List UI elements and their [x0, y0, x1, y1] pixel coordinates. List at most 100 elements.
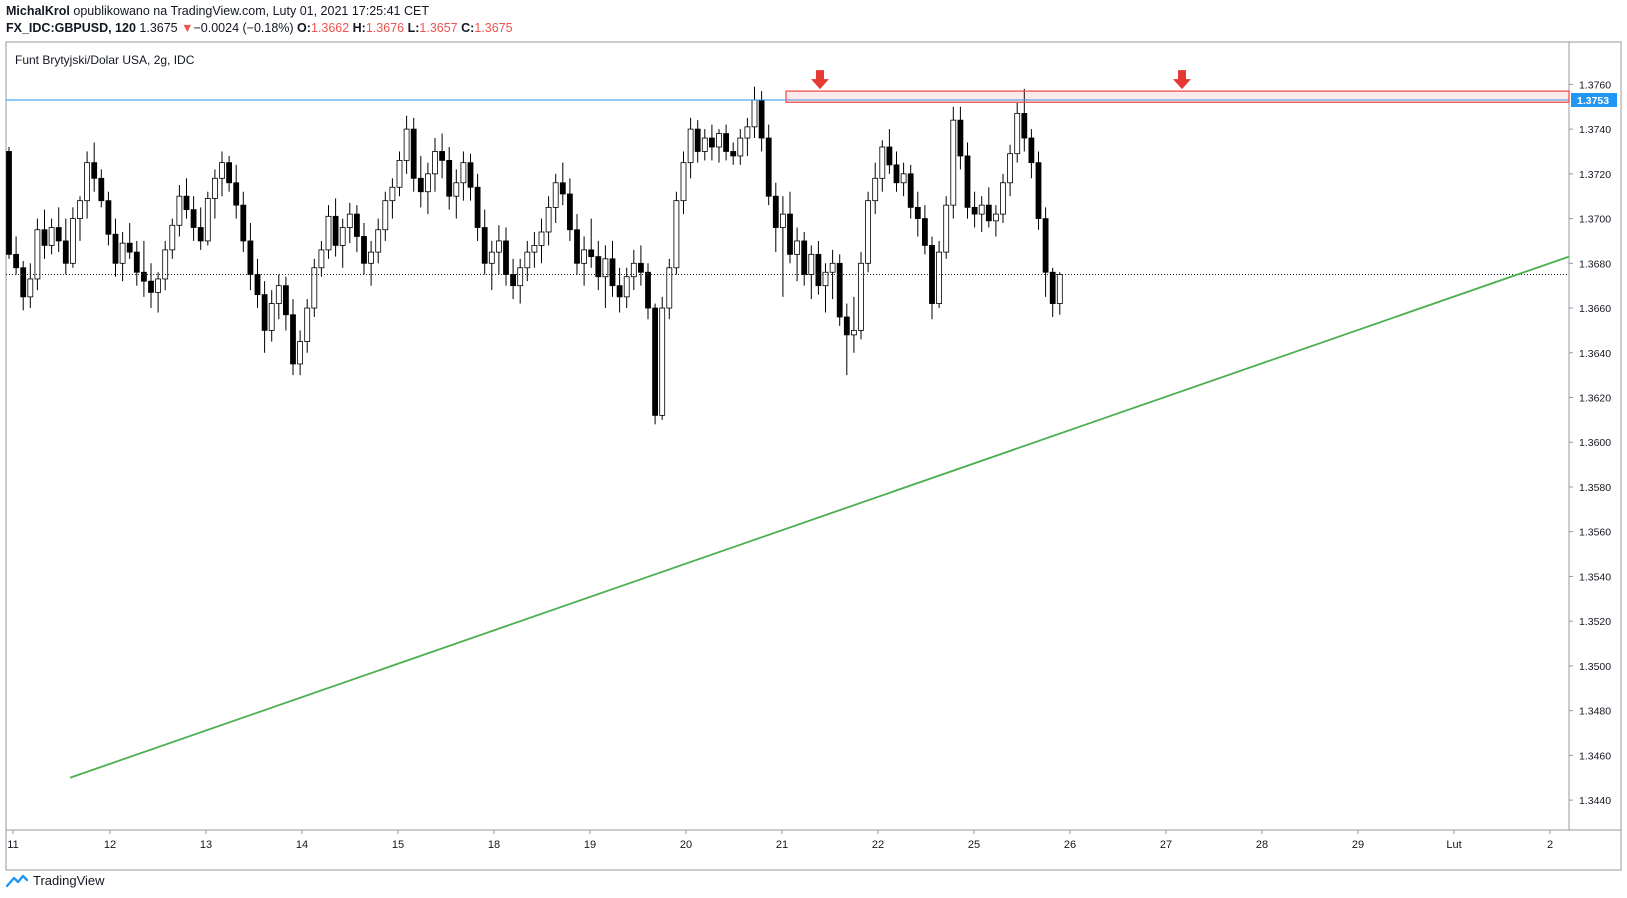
- candle-body: [382, 200, 389, 231]
- candle-body: [77, 200, 83, 219]
- candle-body: [41, 229, 48, 246]
- candle-body: [162, 249, 169, 280]
- candle-body: [985, 204, 992, 222]
- candle-body: [538, 231, 545, 246]
- footer-brand-text: TradingView: [33, 873, 105, 888]
- candle-body: [339, 227, 346, 246]
- chart-frame: [5, 41, 1622, 871]
- candle-body: [432, 151, 438, 175]
- footer-brand[interactable]: TradingView: [6, 873, 105, 888]
- candle-body: [254, 274, 261, 296]
- candle-body: [417, 177, 424, 193]
- candle-body: [261, 294, 268, 331]
- candle-body: [190, 209, 197, 228]
- candle-body: [410, 128, 417, 179]
- candle-body: [936, 251, 942, 304]
- drawings-layer: [6, 70, 1570, 779]
- candle-body: [744, 126, 751, 139]
- candle-body: [361, 236, 367, 264]
- candle-body: [474, 186, 481, 228]
- candle-body: [439, 151, 446, 161]
- candle-body: [822, 271, 829, 287]
- candle-body: [247, 240, 254, 275]
- candle-body: [1014, 113, 1021, 155]
- time-tick-label: 27: [1160, 839, 1172, 851]
- candle-body: [559, 182, 566, 195]
- candle-body: [680, 162, 687, 202]
- candle-body: [843, 316, 850, 336]
- close-value: 1.3675: [474, 21, 513, 35]
- candle-body: [751, 99, 758, 128]
- candle-body: [34, 229, 41, 280]
- candle-body: [851, 330, 857, 336]
- candle-body: [119, 242, 126, 264]
- candle-body: [1056, 274, 1063, 304]
- time-axis[interactable]: 11 12 13 14 15 18 19 20 21 22 25 26 27 28 29 Lut 2: [7, 830, 1553, 851]
- candle-body: [595, 256, 602, 278]
- candle-body: [602, 258, 609, 278]
- candle-body: [275, 285, 282, 304]
- candle-body: [332, 215, 339, 246]
- candle-body: [964, 155, 971, 208]
- candle-body: [6, 151, 12, 255]
- candle-body: [304, 307, 311, 342]
- price-change: −0.0024 (−0.18%): [193, 21, 294, 35]
- candle-body: [652, 307, 658, 416]
- candle-body: [524, 251, 531, 269]
- candle-body: [723, 133, 729, 152]
- candle-body: [943, 204, 950, 253]
- candle-body: [1021, 113, 1028, 139]
- candle-body: [375, 229, 382, 253]
- candle-body: [737, 137, 744, 157]
- candle-body: [787, 213, 793, 255]
- time-tick-label: 12: [104, 839, 116, 851]
- candle-body: [318, 249, 325, 269]
- candle-body: [907, 173, 914, 208]
- candle-body: [794, 240, 800, 255]
- candle-body: [872, 177, 879, 202]
- candle-body: [893, 164, 900, 184]
- candle-body: [396, 160, 403, 188]
- price-tick-label: 1.3760: [1579, 79, 1611, 91]
- tradingview-logo-icon: [6, 874, 28, 887]
- candle-body: [950, 119, 957, 206]
- candle-body: [197, 227, 204, 242]
- candle-body: [467, 162, 474, 188]
- time-tick-label: 26: [1064, 839, 1076, 851]
- price-tick-label: 1.3680: [1579, 258, 1611, 270]
- candle-body: [204, 198, 211, 242]
- price-tick-label: 1.3560: [1579, 527, 1611, 539]
- candle-body: [531, 245, 538, 253]
- author-name[interactable]: MichalKrol: [6, 4, 70, 18]
- candle-body: [1035, 162, 1042, 219]
- price-badge: [1571, 93, 1617, 108]
- price-tick-label: 1.3620: [1579, 393, 1611, 405]
- price-axis[interactable]: 1.3760 1.3740 1.3720 1.3700 1.3680 1.3660 1.36…: [1569, 79, 1617, 807]
- time-tick-label: 19: [584, 839, 596, 851]
- candle-body: [687, 128, 694, 164]
- candle-body: [424, 173, 431, 193]
- chart-title: Funt Brytyjski/Dolar USA, 2g, IDC: [15, 53, 195, 67]
- candle-body: [1000, 182, 1006, 215]
- candle-body: [268, 303, 275, 331]
- publish-info: MichalKrol opublikowano na TradingView.c…: [6, 4, 429, 18]
- candle-body: [588, 249, 595, 257]
- candle-body: [659, 307, 666, 416]
- open-label: O:: [297, 21, 311, 35]
- candle-body: [140, 271, 147, 282]
- candle-body: [623, 276, 630, 298]
- candle-body: [297, 341, 304, 365]
- symbol-name[interactable]: FX_IDC:GBPUSD, 120: [6, 21, 136, 35]
- candle-body: [630, 262, 637, 278]
- candle-body: [922, 218, 928, 246]
- price-tick-label: 1.3500: [1579, 661, 1611, 673]
- price-tick-label: 1.3720: [1579, 169, 1611, 181]
- candle-body: [27, 278, 34, 298]
- candle-body: [112, 233, 119, 264]
- candle-body: [552, 182, 559, 208]
- candle-body: [567, 193, 573, 231]
- time-tick-label: 15: [392, 839, 404, 851]
- price-badge-label: 1.3753: [1577, 95, 1609, 107]
- candle-body: [900, 173, 907, 184]
